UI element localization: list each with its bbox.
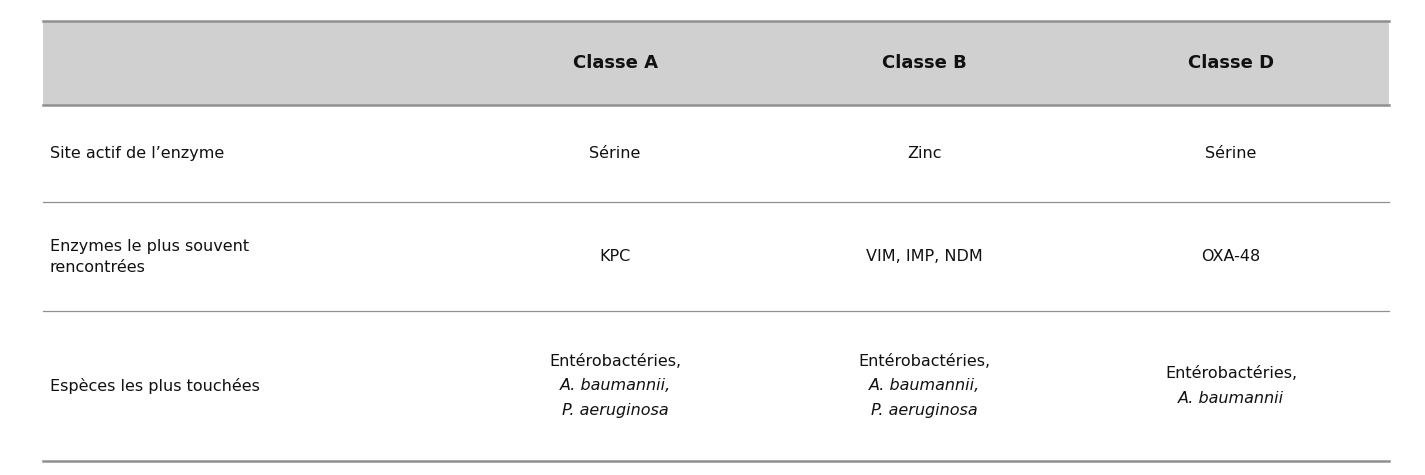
Bar xyxy=(43,21,1389,104)
Text: Zinc: Zinc xyxy=(908,146,942,161)
Text: A. baumannii,: A. baumannii, xyxy=(869,379,980,393)
Text: Entérobactéries,: Entérobactéries, xyxy=(859,354,990,369)
Text: Entérobactéries,: Entérobactéries, xyxy=(1166,366,1297,381)
Text: A. baumannii: A. baumannii xyxy=(1178,391,1284,406)
Text: P. aeruginosa: P. aeruginosa xyxy=(561,403,668,418)
Text: KPC: KPC xyxy=(600,249,631,264)
Text: OXA-48: OXA-48 xyxy=(1201,249,1261,264)
Text: Classe D: Classe D xyxy=(1188,54,1274,72)
Text: VIM, IMP, NDM: VIM, IMP, NDM xyxy=(866,249,983,264)
Text: Classe B: Classe B xyxy=(882,54,968,72)
Text: Sérine: Sérine xyxy=(590,146,641,161)
Text: A. baumannii,: A. baumannii, xyxy=(560,379,671,393)
Text: Classe A: Classe A xyxy=(573,54,657,72)
Text: Espèces les plus touchées: Espèces les plus touchées xyxy=(50,378,259,394)
Text: P. aeruginosa: P. aeruginosa xyxy=(872,403,978,418)
Text: Site actif de l’enzyme: Site actif de l’enzyme xyxy=(50,146,224,161)
Text: Entérobactéries,: Entérobactéries, xyxy=(549,354,681,369)
Text: Sérine: Sérine xyxy=(1206,146,1257,161)
Text: Enzymes le plus souvent
rencontrées: Enzymes le plus souvent rencontrées xyxy=(50,238,249,275)
